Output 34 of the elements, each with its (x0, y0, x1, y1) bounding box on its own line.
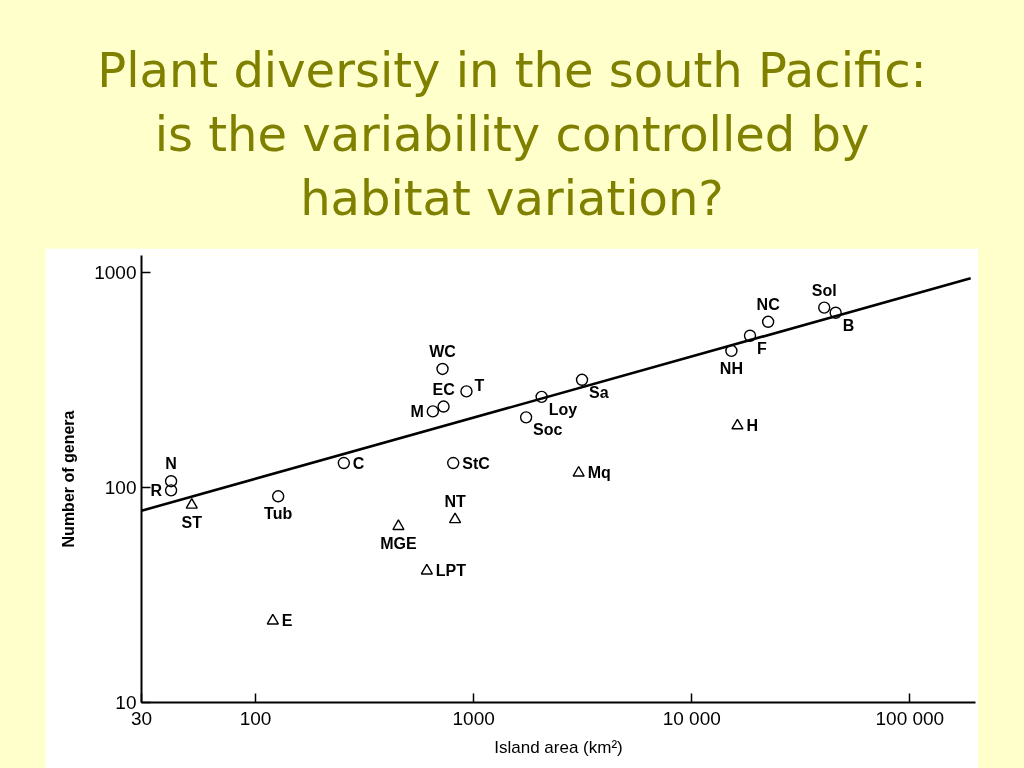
data-label: NT (444, 493, 466, 511)
data-label: Loy (548, 400, 578, 418)
data-label: C (352, 454, 365, 472)
data-label: F (757, 339, 768, 357)
data-label: NC (756, 295, 781, 313)
data-label: E (281, 612, 293, 630)
data-label: T (474, 377, 485, 395)
data-label: EC (432, 380, 456, 398)
data-label: B (842, 316, 855, 334)
chart-title: Plant diversity in the south Pacific: is the variability controlled by habitat variation? (96, 41, 928, 228)
x-tick-label: 100 000 (875, 707, 945, 729)
x-tick-label: 100 (239, 707, 272, 729)
data-label: ST (181, 513, 203, 531)
y-axis-title: Number of genera (60, 410, 78, 548)
data-label: Tub (264, 505, 293, 523)
x-tick-label: 1000 (452, 707, 495, 729)
data-label: Soc (533, 421, 563, 439)
y-tick-label: 100 (104, 477, 137, 499)
data-label: R (150, 481, 163, 499)
y-tick-label: 1000 (94, 262, 137, 284)
data-label: NH (719, 359, 743, 377)
data-label: Sa (589, 383, 609, 401)
x-axis-title: Island area (km²) (494, 737, 623, 757)
data-label: LPT (435, 562, 467, 580)
data-label: H (746, 417, 758, 435)
y-tick-label: 10 (115, 692, 137, 713)
data-label: M (410, 402, 424, 420)
data-label: WC (429, 342, 457, 360)
data-label: MGE (380, 535, 417, 553)
data-label: StC (462, 454, 491, 472)
x-tick-label: 10 000 (662, 707, 721, 729)
data-label: Mq (587, 464, 611, 482)
data-label: Sol (811, 281, 837, 299)
data-label: N (165, 455, 177, 473)
